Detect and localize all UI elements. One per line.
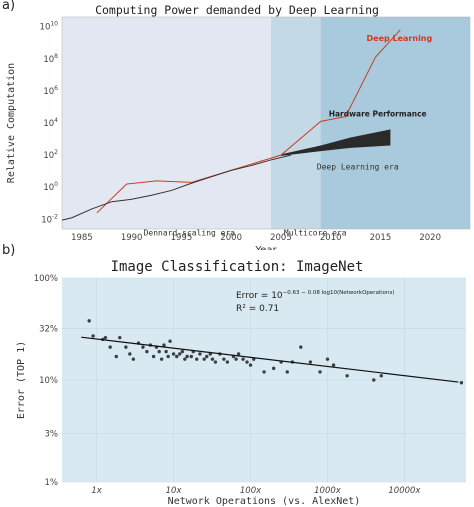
scatter-point — [318, 370, 322, 374]
scatter-point — [124, 345, 128, 349]
y-tick-b-3: 32% — [39, 324, 58, 334]
era-label-0: Dennard-scaling era — [144, 228, 236, 237]
equation-label: Error = 10−0.63 − 0.08 log10(NetworkOper… — [236, 290, 395, 301]
y-tick-a-1: 100 — [43, 181, 58, 193]
era-label-1: Multicore era — [284, 228, 347, 237]
scatter-point — [145, 349, 149, 354]
x-tick-a-5: 2010 — [320, 233, 342, 243]
scatter-point — [241, 357, 245, 361]
plot-frame-a — [61, 16, 471, 230]
series-line-0 — [96, 29, 401, 214]
scatter-point — [271, 366, 276, 371]
scatter-point — [372, 378, 376, 382]
scatter-point — [202, 357, 206, 361]
deep-learning-label: Deep Learning — [367, 34, 433, 43]
scatter-point — [87, 319, 91, 323]
x-tick-a-1: 1990 — [121, 233, 143, 243]
scatter-point — [308, 360, 313, 364]
scatter-point — [189, 354, 194, 359]
y-tick-a-5: 108 — [43, 53, 58, 65]
fit-line — [81, 336, 459, 383]
y-axis-label-b: Error (TOP 1) — [16, 341, 27, 419]
y-tick-a-3: 104 — [43, 117, 58, 129]
y-tick-b-4: 100% — [34, 274, 58, 284]
scatter-point — [325, 357, 330, 361]
scatter-point — [299, 345, 303, 349]
x-axis-label-a: Year — [254, 245, 277, 250]
scatter-point — [225, 360, 230, 364]
scatter-point — [183, 357, 187, 361]
chart-a: Deep Learning Hardware Performance Dennard… — [6, 16, 471, 250]
scatter-point — [166, 354, 170, 359]
scatter-point — [103, 335, 108, 340]
hardware-performance-label: Hardware Performance — [329, 110, 427, 119]
x-tick-b-1: 10x — [166, 486, 183, 496]
scatter-point — [185, 354, 189, 359]
x-tick-a-3: 2000 — [220, 233, 242, 243]
scatter-point — [248, 363, 253, 367]
scatter-point — [379, 374, 383, 378]
y-axis-label-a: Relative Computation — [6, 63, 17, 183]
chart-b-title: Image Classification: ImageNet — [110, 259, 364, 275]
y-tick-b-2: 10% — [39, 376, 58, 386]
scatter-point — [141, 345, 145, 349]
era-band-2 — [320, 17, 470, 229]
era-label-2: Deep Learning era — [317, 163, 399, 172]
x-tick-a-2: 1995 — [171, 233, 193, 243]
y-tick-a-2: 102 — [43, 149, 58, 161]
scatter-point — [234, 357, 238, 361]
y-tick-a-6: 1010 — [40, 21, 59, 33]
panel-a-label: a) — [2, 0, 16, 13]
scatter-point — [131, 357, 136, 361]
x-axis-label-b: Network Operations (vs. AlexNet) — [168, 496, 361, 507]
scatter-point — [108, 345, 112, 349]
scatter-point — [345, 374, 349, 378]
x-tick-a-6: 2015 — [370, 233, 392, 243]
scatter-point — [222, 357, 226, 361]
scatter-point — [168, 339, 172, 343]
era-band-0 — [62, 17, 271, 229]
x-tick-b-4: 10000x — [388, 486, 421, 496]
panel-b-label: b) — [2, 243, 16, 258]
x-tick-a-0: 1985 — [71, 233, 93, 243]
scatter-point — [171, 352, 176, 356]
scatter-point — [118, 335, 122, 340]
chart-a-title: Computing Power demanded by Deep Learnin… — [95, 3, 379, 17]
scatter-point — [177, 352, 182, 356]
scatter-point — [459, 381, 464, 385]
scatter-point — [245, 360, 249, 364]
scatter-point — [91, 334, 95, 338]
scatter-point — [175, 354, 179, 359]
scatter-point — [114, 354, 118, 359]
y-tick-a-4: 106 — [43, 85, 58, 97]
y-tick-b-0: 1% — [45, 478, 59, 488]
scatter-point — [210, 357, 215, 361]
r2-label: R² = 0.71 — [236, 304, 279, 314]
y-tick-b-1: 3% — [45, 429, 59, 439]
scatter-point — [159, 357, 164, 361]
scatter-point — [151, 354, 156, 359]
scatter-point — [213, 360, 218, 364]
scatter-point — [331, 363, 336, 367]
scatter-point — [128, 352, 132, 356]
scatter-point — [164, 349, 168, 354]
x-tick-b-3: 1000x — [314, 486, 342, 496]
scatter-point — [162, 343, 166, 347]
scatter-point — [180, 349, 185, 354]
y-tick-a-0: 10-2 — [41, 213, 58, 225]
scatter-point — [198, 352, 202, 356]
scatter-point — [157, 349, 161, 354]
series-line-1 — [61, 154, 291, 221]
hardware-performance-band — [280, 129, 391, 156]
scatter-point — [262, 370, 266, 374]
x-tick-b-2: 100x — [240, 486, 262, 496]
x-tick-a-7: 2020 — [419, 233, 441, 243]
scatter-point — [285, 370, 289, 374]
x-tick-b-0: 1x — [91, 486, 102, 496]
scatter-point — [236, 352, 241, 356]
scatter-point — [205, 354, 209, 359]
x-tick-a-4: 2005 — [270, 233, 292, 243]
scatter-point — [195, 357, 199, 361]
